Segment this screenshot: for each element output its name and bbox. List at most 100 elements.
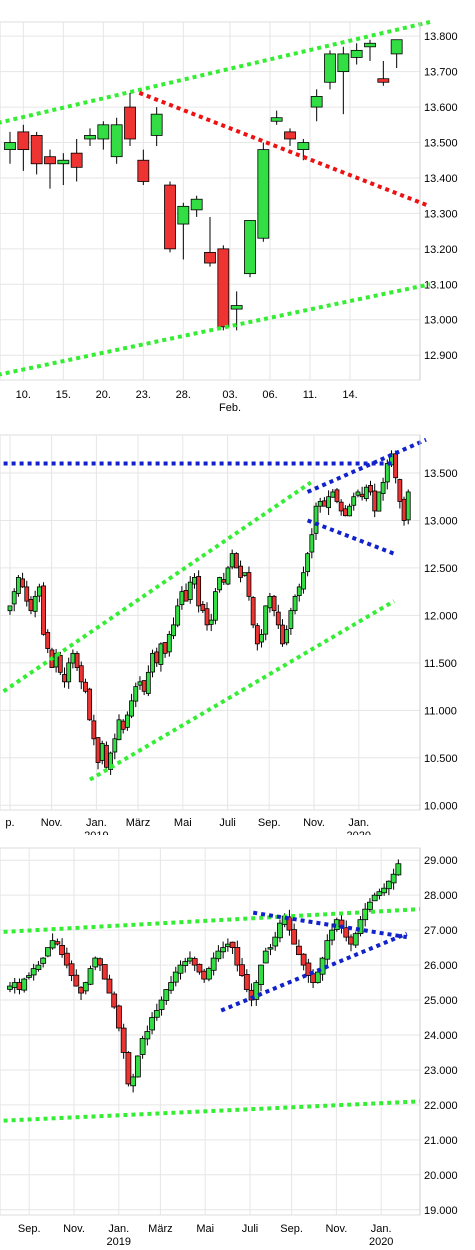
candle-body [82, 982, 89, 992]
candle-body [83, 681, 88, 692]
candle-body [384, 463, 390, 483]
candle-body [250, 597, 256, 626]
candle-body [87, 968, 94, 985]
candle-body [348, 936, 354, 945]
candle-body [44, 947, 51, 957]
candle-body [45, 631, 51, 650]
candle-body [362, 908, 369, 921]
x-tick-label: Jan. [86, 817, 107, 829]
candle-body [101, 964, 108, 980]
candle-body [271, 595, 277, 612]
candle-body [234, 947, 241, 966]
candle-body [15, 577, 21, 594]
candle-body [217, 248, 230, 328]
y-tick-label: 19.000 [424, 1205, 458, 1217]
candle-body [280, 624, 285, 645]
x-tick-label: Jan. [371, 1223, 392, 1235]
candle-body [338, 501, 344, 512]
trend-line [88, 599, 396, 782]
candle-body [243, 974, 250, 990]
candle-body [305, 962, 312, 976]
y-tick-label: 13.600 [424, 102, 458, 114]
candle-body [95, 737, 101, 763]
y-tick-label: 10.000 [424, 800, 458, 812]
candle-body [116, 1005, 122, 1029]
candle-body [168, 982, 174, 991]
candle-body [57, 654, 63, 673]
candle-body [68, 963, 75, 976]
candle-body [267, 947, 274, 950]
x-tick-label: Sep. [258, 817, 281, 829]
x-tick-label: 14. [342, 389, 357, 401]
candle-body [364, 42, 376, 48]
y-tick-label: 29.000 [424, 855, 458, 867]
candle-body [395, 863, 402, 876]
candle-body [200, 603, 206, 612]
y-tick-label: 13.500 [424, 468, 458, 480]
candle-body [190, 198, 203, 211]
candle-body [59, 944, 65, 956]
x-tick-label: Jan. [348, 817, 369, 829]
candle-body [44, 156, 56, 165]
trend-line [220, 931, 408, 1013]
candle-body [253, 982, 260, 1000]
candle-body [97, 958, 103, 966]
y-tick-label: 12.900 [424, 350, 458, 362]
candle-body [40, 957, 47, 964]
candle-body [70, 152, 83, 168]
candle-body [112, 738, 118, 753]
y-tick-label: 23.000 [424, 1065, 458, 1077]
candle-body [284, 629, 290, 644]
candle-body [164, 184, 176, 250]
candle-body [309, 534, 315, 553]
candle-body [171, 624, 176, 637]
candle-body [11, 982, 18, 988]
candle-body [329, 929, 335, 941]
x-tick-label: Nov. [325, 1223, 347, 1235]
candle-body [239, 964, 245, 976]
trend-line [3, 907, 420, 934]
candle-body [359, 493, 365, 498]
candle-body [230, 305, 243, 310]
candle-body [390, 39, 403, 55]
candle-body [139, 1038, 146, 1055]
candle-body [99, 743, 105, 761]
trend-line [252, 910, 408, 940]
x-tick-label: 03. [222, 389, 237, 401]
candle-body [7, 605, 13, 612]
candle-body [258, 964, 264, 985]
candle-body [153, 1010, 160, 1018]
candle-body [381, 887, 388, 894]
candle-body [225, 567, 231, 585]
candle-body [162, 642, 168, 654]
candle-body [145, 671, 151, 694]
candle-body [116, 719, 122, 741]
x-tick-label: Nov. [63, 1223, 85, 1235]
x-tick-label: März [148, 1223, 172, 1235]
candle-body [17, 131, 30, 151]
candle-body [177, 205, 190, 225]
candle-body [275, 611, 281, 626]
candle-body [355, 491, 361, 496]
x-tick-label: 11. [303, 389, 317, 401]
candle-body [292, 595, 298, 612]
candle-body [377, 78, 390, 83]
candle-body [97, 124, 110, 140]
candle-body [397, 479, 403, 502]
candle-body [21, 978, 28, 991]
candle-body [30, 135, 43, 165]
candle-body [49, 940, 56, 949]
candle-body [291, 929, 298, 945]
y-tick-label: 22.000 [424, 1100, 458, 1112]
candle-body [36, 586, 42, 597]
candle-body [313, 505, 319, 534]
daily-candlestick-chart: 13.800 13.700 13.600 13.500 13.400 13.300 13.2… [0, 20, 458, 414]
candle-body [257, 149, 270, 239]
candle-body [372, 490, 378, 512]
candle-body [342, 508, 348, 517]
candle-body [286, 916, 293, 931]
candle-body [204, 608, 210, 626]
candle-body [104, 744, 109, 768]
candle-body [191, 958, 198, 966]
candle-body [317, 501, 323, 507]
